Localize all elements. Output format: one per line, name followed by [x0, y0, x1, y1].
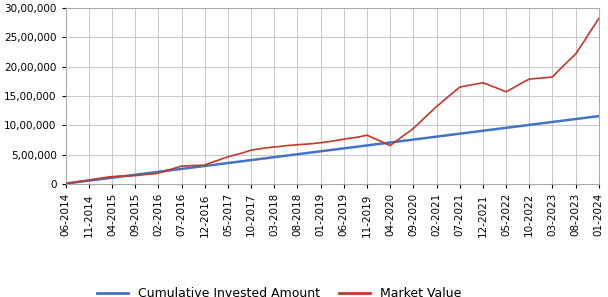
Legend: Cumulative Invested Amount, Market Value: Cumulative Invested Amount, Market Value: [92, 282, 466, 297]
